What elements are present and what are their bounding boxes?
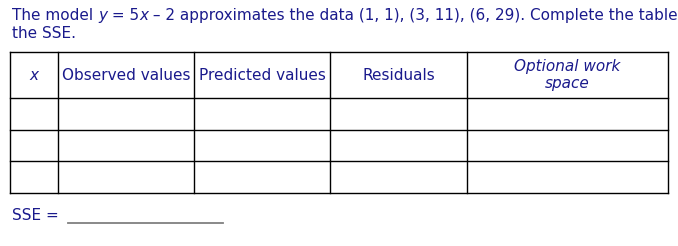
Text: The model: The model	[12, 8, 98, 23]
Text: the SSE.: the SSE.	[12, 26, 76, 41]
Text: Observed values: Observed values	[62, 67, 191, 82]
Text: Optional work
space: Optional work space	[514, 59, 620, 91]
Text: = 5: = 5	[107, 8, 139, 23]
Text: Predicted values: Predicted values	[199, 67, 326, 82]
Text: Residuals: Residuals	[362, 67, 435, 82]
Text: y: y	[98, 8, 107, 23]
Text: – 2 approximates the data (1, 1), (3, 11), (6, 29). Complete the table, and find: – 2 approximates the data (1, 1), (3, 11…	[148, 8, 678, 23]
Text: x: x	[30, 67, 39, 82]
Text: x: x	[139, 8, 148, 23]
Text: SSE =: SSE =	[12, 209, 64, 224]
